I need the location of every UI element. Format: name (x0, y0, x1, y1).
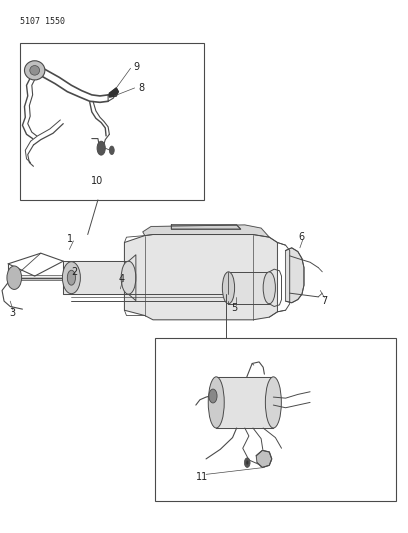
Text: 6: 6 (299, 232, 305, 242)
Ellipse shape (109, 146, 114, 155)
Text: 5: 5 (231, 303, 238, 313)
Ellipse shape (121, 261, 136, 294)
Ellipse shape (67, 270, 75, 285)
Ellipse shape (244, 458, 250, 467)
Text: 7: 7 (321, 296, 328, 305)
Text: 9: 9 (134, 62, 140, 71)
Ellipse shape (7, 266, 22, 289)
Polygon shape (216, 377, 273, 428)
Polygon shape (256, 450, 272, 467)
Text: 2: 2 (71, 267, 78, 277)
Text: 10: 10 (91, 176, 103, 186)
Ellipse shape (97, 141, 105, 155)
Bar (20, 43, 204, 200)
Text: 8: 8 (138, 84, 144, 93)
Polygon shape (124, 235, 277, 320)
Ellipse shape (246, 461, 248, 465)
Ellipse shape (30, 66, 40, 75)
Ellipse shape (263, 272, 275, 304)
Text: 1: 1 (67, 234, 73, 244)
Polygon shape (109, 88, 118, 97)
Ellipse shape (62, 262, 80, 294)
Text: 4: 4 (118, 274, 125, 284)
Text: 5107 1550: 5107 1550 (20, 17, 65, 26)
Ellipse shape (24, 61, 45, 80)
Polygon shape (143, 225, 269, 237)
Bar (155, 338, 396, 501)
Ellipse shape (209, 389, 217, 403)
Polygon shape (286, 248, 304, 303)
Polygon shape (228, 272, 269, 304)
Ellipse shape (265, 377, 282, 428)
Ellipse shape (208, 377, 224, 428)
Ellipse shape (222, 272, 235, 304)
Polygon shape (171, 225, 241, 229)
Text: 11: 11 (196, 472, 208, 482)
Polygon shape (63, 261, 129, 294)
Text: 3: 3 (9, 309, 16, 318)
